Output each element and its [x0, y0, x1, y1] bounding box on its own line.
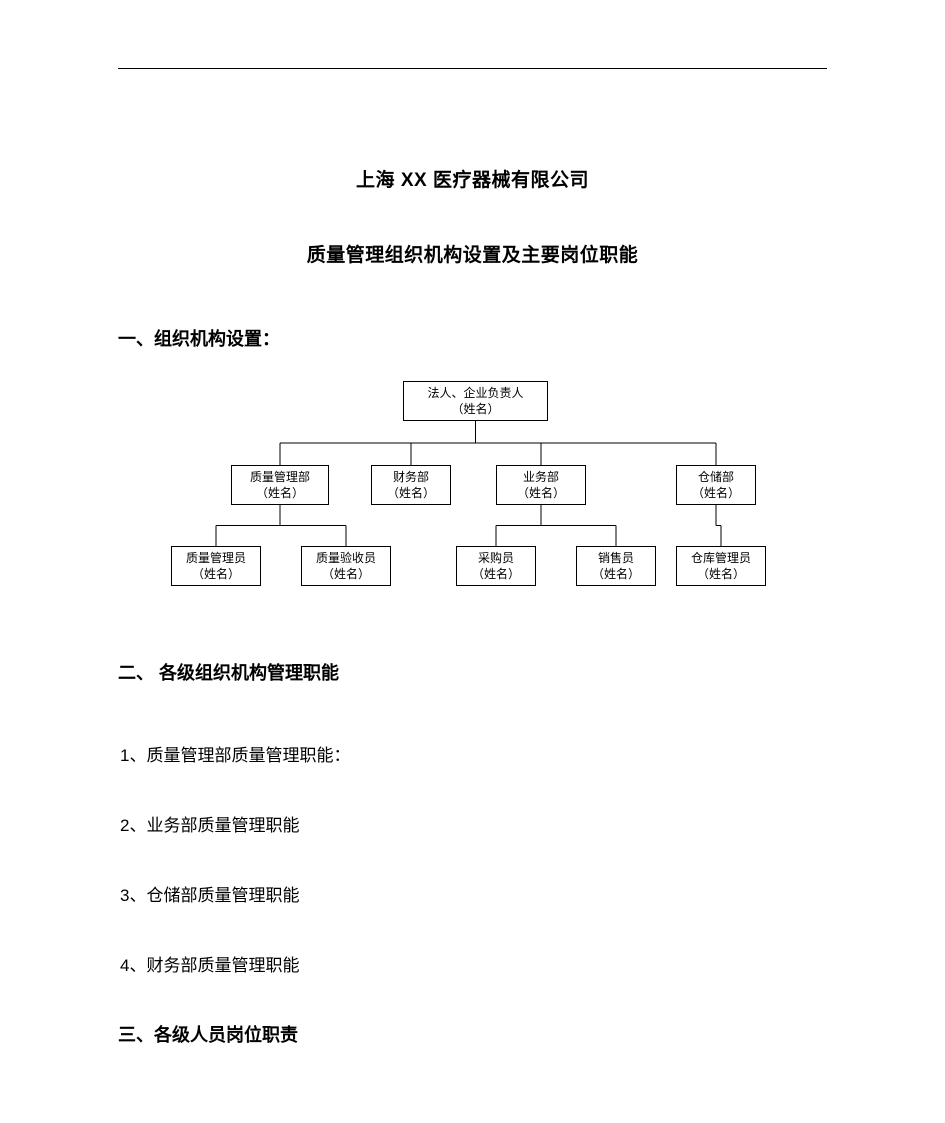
list-item: 1、质量管理部质量管理职能：	[118, 741, 827, 766]
company-title: 上海 XX 医疗器械有限公司	[118, 165, 827, 192]
org-node-qmstaff: 质量管理员（姓名）	[171, 546, 261, 586]
org-chart: 法人、企业负责人（姓名） 质量管理部（姓名） 财务部（姓名） 业务部（姓名） 仓储部（姓…	[156, 381, 796, 601]
list-item: 2、业务部质量管理职能	[118, 811, 827, 836]
org-node-sales: 销售员（姓名）	[576, 546, 656, 586]
org-node-fin: 财务部（姓名）	[371, 465, 451, 505]
section-3-heading: 三、各级人员岗位职责	[118, 1021, 827, 1047]
list-item: 3、仓储部质量管理职能	[118, 881, 827, 906]
org-node-buyer: 采购员（姓名）	[456, 546, 536, 586]
org-node-root: 法人、企业负责人（姓名）	[403, 381, 548, 421]
section-1-heading: 一、组织机构设置：	[118, 325, 827, 351]
org-node-qm: 质量管理部（姓名）	[231, 465, 329, 505]
document-page: 上海 XX 医疗器械有限公司 质量管理组织机构设置及主要岗位职能 一、组织机构设…	[0, 0, 945, 1117]
section-2-heading: 二、 各级组织机构管理职能	[118, 659, 827, 685]
org-node-qastaff: 质量验收员（姓名）	[301, 546, 391, 586]
org-node-wh: 仓储部（姓名）	[676, 465, 756, 505]
org-node-biz: 业务部（姓名）	[496, 465, 586, 505]
document-subtitle: 质量管理组织机构设置及主要岗位职能	[118, 240, 827, 267]
list-item: 4、财务部质量管理职能	[118, 951, 827, 976]
org-node-whstaff: 仓库管理员（姓名）	[676, 546, 766, 586]
top-horizontal-rule	[118, 68, 827, 69]
